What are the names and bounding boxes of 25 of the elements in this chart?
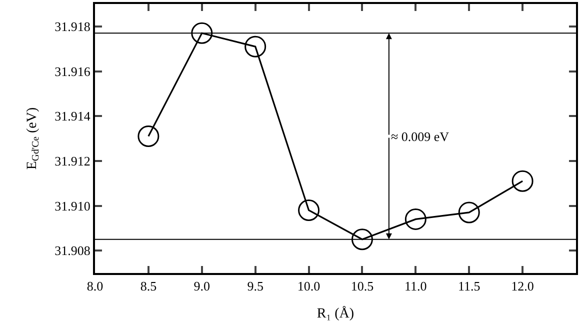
x-axis-title: R₁ (Å) <box>316 305 354 322</box>
y-tick-label: 31.916 <box>54 64 91 79</box>
point <box>138 126 160 147</box>
x-tick-label: 11.5 <box>458 278 480 294</box>
y-tick-label: 31.912 <box>54 153 90 168</box>
y-tick-label: 31.908 <box>54 243 90 258</box>
point <box>191 22 213 44</box>
y-tick-label: 31.910 <box>54 198 90 214</box>
x-tick-label: 11.0 <box>404 278 427 294</box>
x-tick-label: 10.5 <box>350 278 374 294</box>
y-tick-label: 31.918 <box>54 18 90 34</box>
point <box>404 208 426 230</box>
x-tick-label: 9.5 <box>247 278 264 294</box>
x-tick-label: 12.0 <box>511 278 534 294</box>
point <box>458 202 480 224</box>
annotation: ≈ 0.009 eV <box>391 129 450 144</box>
x-tick-label: 10.0 <box>297 278 320 294</box>
x-tick-label: 8.5 <box>140 278 157 294</box>
point <box>351 228 373 250</box>
point <box>512 170 534 192</box>
point <box>298 199 320 221</box>
x-tick-label: 8.0 <box>86 278 104 294</box>
point <box>244 36 266 58</box>
x-tick-label: 9.0 <box>194 278 210 294</box>
y-tick-label: 31.914 <box>54 108 91 124</box>
